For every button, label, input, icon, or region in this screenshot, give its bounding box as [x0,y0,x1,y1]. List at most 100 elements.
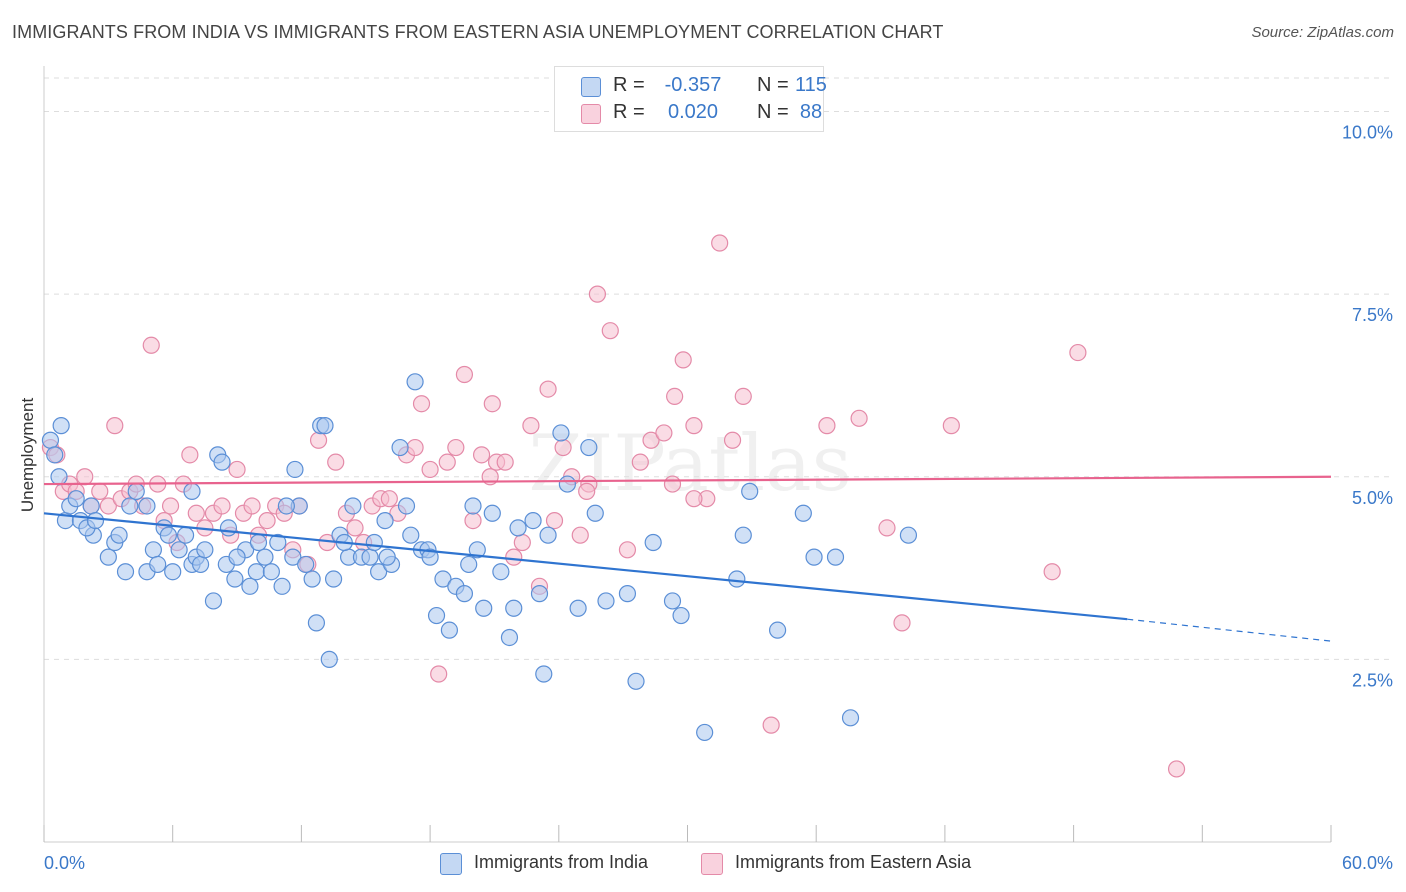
eastern-asia-point [762,716,780,734]
eastern-asia-point [642,431,660,449]
india-point [597,592,615,610]
tick-labels: 2.5% 5.0% 7.5% 10.0% 0.0% 60.0% [44,123,1393,873]
india-point [899,526,918,544]
eastern-asia-n-label: N = [757,101,789,123]
india-point [324,570,343,588]
india-point [663,592,682,610]
india-point [307,614,326,632]
eastern-asia-point [522,417,540,435]
india-point [492,563,510,581]
india-point [183,482,201,500]
india-point [569,599,587,617]
india-point [320,650,338,668]
india-point [269,533,287,552]
india-point [397,497,416,515]
india-point [696,723,714,742]
eastern-asia-legend-swatch [701,853,723,875]
eastern-asia-point [99,497,117,515]
eastern-asia-n-value: 88 [799,101,823,123]
india-point [826,548,845,566]
india-point [406,373,424,391]
india-point [219,519,238,537]
india-point [434,570,452,588]
india-point [618,585,637,603]
eastern-asia-point [545,511,564,530]
eastern-asia-point [663,475,682,493]
india-point [586,504,604,522]
eastern-asia-point [455,365,474,384]
eastern-asia-point [1167,760,1186,778]
eastern-asia-point [430,665,448,683]
eastern-asia-point [685,417,703,435]
india-point [580,438,598,457]
india-point [468,541,486,559]
eastern-asia-point [850,409,868,427]
india-point [303,570,321,588]
india-r-value: -0.357 [664,74,722,96]
india-point [672,606,690,625]
eastern-asia-point [666,387,684,406]
india-point [286,460,304,479]
india-point [365,533,383,552]
india-point [552,424,570,442]
eastern-asia-point [513,533,531,552]
india-point [524,511,542,530]
eastern-asia-point [380,490,398,508]
india-point [273,577,291,595]
eastern-asia-point [346,519,364,537]
chart-title: IMMIGRANTS FROM INDIA VS IMMIGRANTS FROM… [12,22,944,42]
india-point [402,526,420,544]
eastern-asia-point [447,438,465,457]
india-point [505,599,523,617]
eastern-asia-point [309,431,328,449]
india-point [768,621,787,639]
india-point [475,599,493,617]
eastern-asia-point [554,438,572,457]
eastern-asia-point [213,497,231,515]
gridlines [44,77,1393,660]
india-point [170,541,188,559]
eastern-asia-point [181,446,199,464]
eastern-asia-point [438,453,456,471]
india-point [164,563,182,581]
india-point [644,533,662,552]
x-tick-label: 0.0% [44,853,85,873]
india-point [204,592,223,610]
india-point [50,468,68,486]
eastern-asia-point [483,395,501,413]
india-point [421,548,439,566]
india-point [196,541,214,559]
india-point [67,490,85,508]
eastern-asia-point [588,285,607,303]
india-point [144,541,162,559]
india-point [841,709,860,727]
eastern-asia-point [327,453,345,471]
india-point [241,577,259,595]
axes [43,66,1332,843]
india-point [277,497,295,515]
india-point [226,570,244,588]
eastern-asia-trend-line [43,475,1332,486]
eastern-asia-point [674,351,692,369]
india-point [159,526,178,544]
india-point [249,533,268,552]
eastern-asia-point [571,526,589,544]
india-point [509,519,527,537]
y-tick-label: 2.5% [1352,670,1393,690]
india-legend-label: Immigrants from India [474,852,649,872]
eastern-asia-point [685,490,703,508]
eastern-asia-point [243,497,261,515]
eastern-asia-swatch [581,104,601,124]
eastern-asia-point [734,387,752,406]
eastern-asia-point [496,453,514,471]
eastern-asia-point [505,548,523,566]
india-point [427,606,446,625]
y-tick-label: 7.5% [1352,305,1393,325]
india-point [149,555,167,574]
india-point [483,504,501,522]
eastern-asia-point [464,511,482,530]
india-point [539,526,557,544]
eastern-asia-point [76,468,94,486]
india-n-value: 115 [795,74,827,96]
india-point [361,548,379,566]
